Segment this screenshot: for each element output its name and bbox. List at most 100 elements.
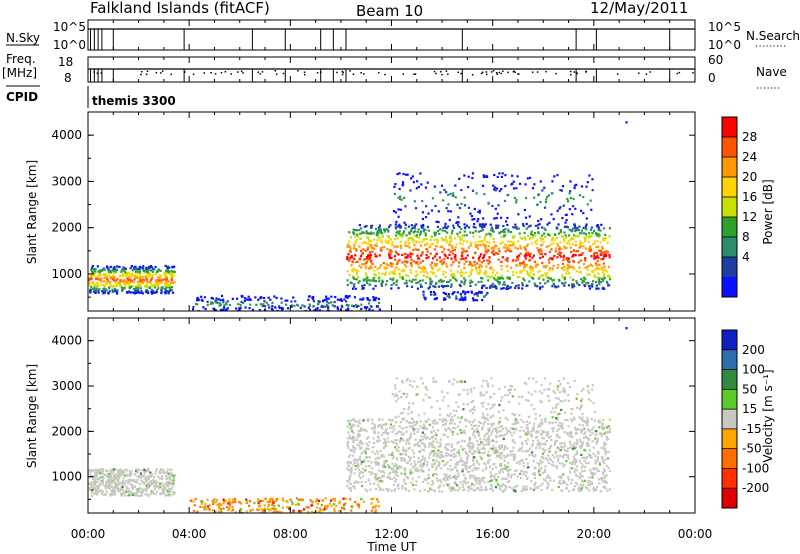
power-point	[593, 242, 596, 245]
power-point	[600, 253, 603, 257]
power-point	[465, 240, 469, 243]
velocity-point	[386, 437, 389, 440]
power-point	[358, 245, 361, 248]
power-point	[450, 274, 453, 277]
velocity-point	[520, 490, 523, 493]
power-point	[152, 290, 155, 293]
velocity-point	[456, 469, 459, 472]
velocity-point	[474, 478, 477, 482]
velocity-point	[393, 439, 397, 442]
velocity-point	[443, 476, 446, 480]
power-point	[280, 301, 283, 304]
power-point	[507, 228, 510, 231]
power-point	[477, 210, 480, 213]
power-point	[553, 285, 557, 288]
power-point	[601, 267, 604, 270]
nave-point	[495, 71, 498, 74]
velocity-point	[382, 447, 386, 450]
velocity-point	[598, 419, 601, 422]
velocity-point	[427, 477, 430, 480]
power-point	[502, 234, 506, 237]
velocity-point	[465, 452, 468, 455]
velocity-point	[245, 510, 248, 513]
power-point	[146, 290, 149, 293]
power-point	[150, 277, 153, 281]
power-point	[350, 255, 353, 258]
power-point	[596, 239, 599, 243]
power-point	[559, 188, 562, 192]
velocity-point	[524, 440, 527, 443]
power-point	[240, 300, 243, 304]
power-point	[139, 275, 142, 278]
power-point	[538, 269, 541, 273]
power-point	[565, 225, 568, 228]
velocity-point	[423, 488, 426, 492]
velocity-point	[263, 504, 266, 507]
velocity-point	[436, 479, 439, 483]
power-point	[421, 199, 424, 203]
velocity-point	[401, 453, 404, 456]
power-point	[172, 274, 175, 278]
power-point	[372, 287, 375, 290]
velocity-point	[452, 475, 455, 479]
power-point	[561, 185, 565, 188]
velocity-point	[592, 488, 595, 491]
power-point	[586, 234, 589, 238]
power-point	[396, 225, 400, 228]
power-point	[602, 269, 605, 272]
power-point	[157, 280, 160, 283]
velocity-point	[461, 485, 465, 489]
power-point	[375, 233, 378, 236]
velocity-point	[449, 464, 452, 468]
power-point	[533, 183, 536, 186]
velocity-point	[479, 422, 482, 425]
velocity-point	[133, 473, 137, 476]
velocity-point	[553, 456, 556, 459]
power-point	[503, 199, 507, 203]
power-point	[607, 284, 611, 287]
velocity-point	[526, 438, 529, 441]
velocity-point	[434, 473, 437, 476]
power-point	[504, 174, 507, 177]
power-point	[598, 277, 601, 280]
power-point	[479, 253, 483, 256]
power-point	[359, 232, 362, 235]
power-point	[539, 236, 542, 240]
power-point	[386, 241, 389, 245]
power-point	[474, 241, 477, 244]
power-point	[429, 290, 432, 294]
velocity-point	[409, 463, 413, 466]
power-point	[604, 233, 607, 236]
velocity-point	[421, 455, 424, 458]
power-point	[492, 184, 495, 187]
velocity-point	[114, 473, 117, 476]
velocity-point	[424, 446, 427, 449]
velocity-point	[353, 472, 356, 475]
power-point	[378, 224, 381, 227]
velocity-point	[382, 469, 385, 473]
power-point	[108, 290, 111, 293]
velocity-point	[586, 424, 589, 427]
velocity-point	[256, 508, 259, 511]
power-point	[150, 292, 154, 295]
velocity-point	[603, 441, 606, 444]
power-point	[124, 271, 127, 274]
velocity-point	[542, 478, 546, 481]
power-point	[149, 266, 152, 269]
power-point	[552, 283, 556, 286]
power-point	[501, 277, 505, 280]
velocity-point	[584, 486, 587, 489]
power-point	[370, 266, 373, 270]
power-point	[202, 306, 205, 309]
power-point	[225, 303, 228, 306]
velocity-point	[114, 485, 117, 488]
power-point	[353, 232, 356, 235]
velocity-point	[240, 511, 243, 513]
power-point	[364, 262, 367, 265]
velocity-point	[133, 492, 136, 495]
velocity-point	[440, 467, 443, 470]
power-point	[383, 266, 386, 269]
power-point	[473, 299, 476, 302]
power-point	[506, 260, 509, 263]
power-point	[489, 261, 492, 264]
